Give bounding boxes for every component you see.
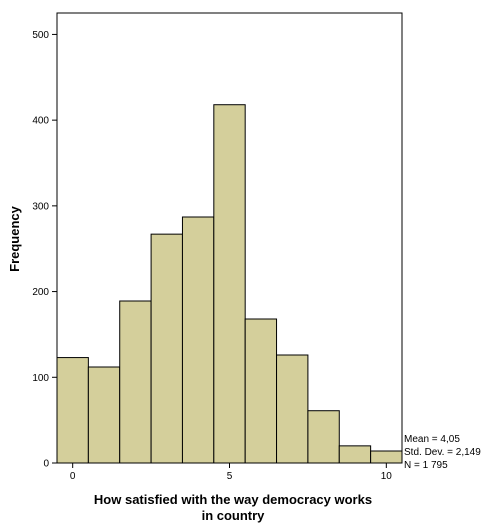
x-tick-label-0: 0 [70, 471, 76, 482]
y-axis-label: Frequency [7, 205, 22, 272]
y-tick-label-300: 300 [32, 201, 49, 212]
y-tick-label-400: 400 [32, 116, 49, 127]
bar-6 [244, 318, 278, 464]
bar-1 [87, 366, 121, 464]
y-axis: 0 100 200 300 400 500 [32, 30, 57, 470]
y-tick-label-500: 500 [32, 30, 49, 41]
bar-8 [307, 410, 340, 464]
x-axis: 0 5 10 [70, 463, 392, 482]
y-tick-label-100: 100 [32, 373, 49, 384]
bar-2 [119, 300, 152, 464]
bar-0 [56, 357, 89, 464]
x-tick-label-10: 10 [381, 471, 393, 482]
summary-stats: Mean = 4,05 Std. Dev. = 2,149 N = 1 795 [404, 434, 481, 471]
stat-mean: Mean = 4,05 [404, 434, 460, 445]
bar-9 [338, 445, 372, 464]
bar-3 [150, 233, 183, 464]
bar-5 [213, 104, 246, 464]
bars-group [56, 104, 403, 464]
x-axis-label-line-1: How satisfied with the way democracy wor… [94, 492, 372, 507]
stat-std-dev: Std. Dev. = 2,149 [404, 447, 481, 458]
bar-7 [276, 354, 309, 464]
x-axis-label-line-2: in country [202, 508, 266, 523]
x-tick-label-5: 5 [227, 471, 233, 482]
bar-10 [370, 450, 403, 464]
y-tick-label-200: 200 [32, 287, 49, 298]
bar-4 [181, 216, 215, 464]
stat-n: N = 1 795 [404, 460, 448, 471]
y-tick-label-0: 0 [43, 459, 49, 470]
